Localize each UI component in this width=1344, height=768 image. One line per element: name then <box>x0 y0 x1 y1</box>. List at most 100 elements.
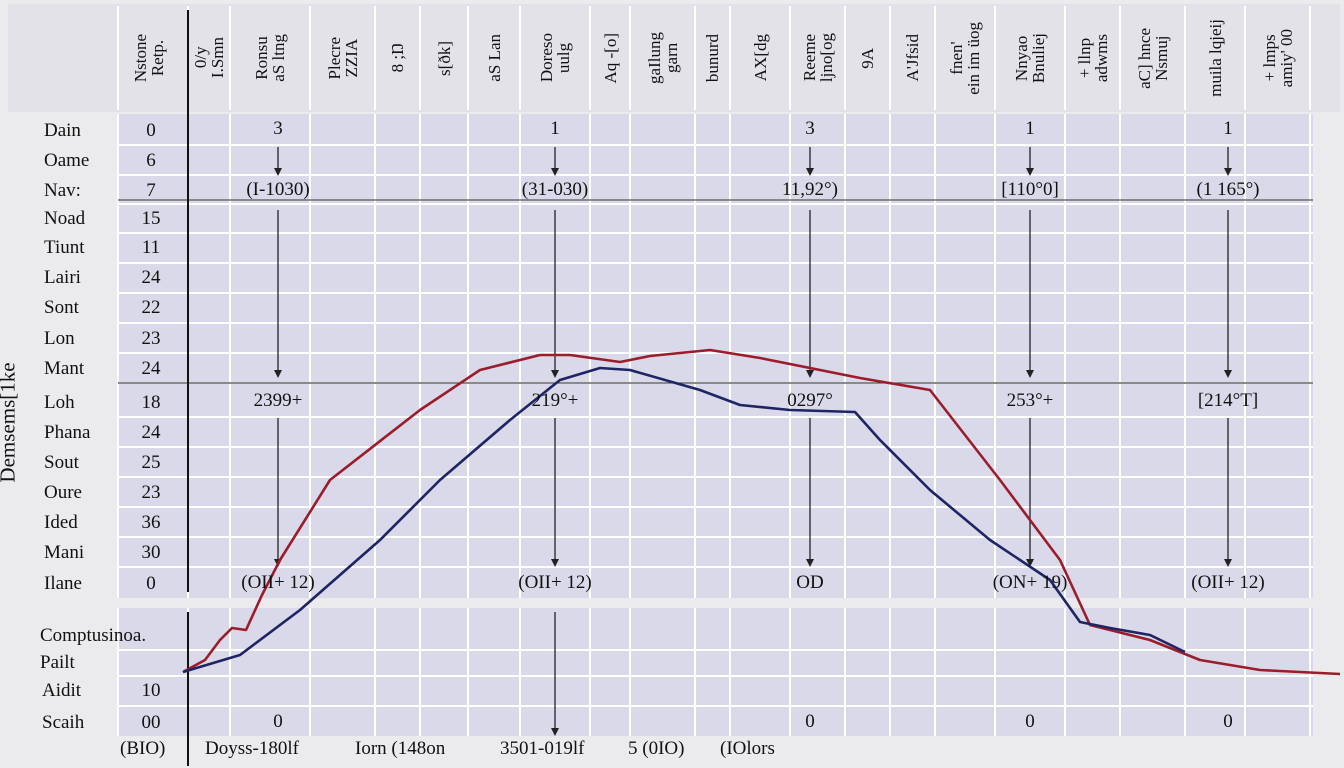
row-value: 10 <box>141 680 161 701</box>
row-label: Sout <box>44 452 79 473</box>
annotation-mid: 11,92°) <box>782 179 838 200</box>
column-header: Aq -[o] <box>590 6 630 110</box>
annotation-zero: 0 <box>805 711 815 732</box>
column-header: s[ðk] <box>420 6 468 110</box>
column-header-text: A'Jfsid <box>903 34 922 82</box>
x-tick-label: Iorn (148on <box>355 738 446 759</box>
row-label: Scaih <box>42 712 85 733</box>
column-header: Nnyao Bnuliej <box>995 6 1065 110</box>
arrow-head <box>806 168 814 176</box>
arrow-head <box>1026 370 1034 378</box>
arrow-head <box>551 168 559 176</box>
annotation-top: 1 <box>550 118 560 139</box>
column-header-text: Reeme ljno[og <box>799 33 836 83</box>
row-label: Mant <box>44 358 85 379</box>
column-header-text: Aq -[o] <box>600 32 620 84</box>
row-value: 0 <box>146 120 156 141</box>
row-label: Dain <box>44 120 81 141</box>
arrow-head <box>274 370 282 378</box>
column-header: aC] hnce Nsmuj <box>1120 6 1185 110</box>
column-header-text: s[ðk] <box>434 40 454 76</box>
column-header-text: aS Lan <box>484 34 504 82</box>
annotation-zero: 0 <box>1223 711 1233 732</box>
row-value: 7 <box>146 180 156 201</box>
column-header-text: bunurd <box>703 33 722 83</box>
arrow-head <box>551 559 559 567</box>
arrow-head <box>806 559 814 567</box>
y-axis-label: Demsems[1ke <box>0 362 20 483</box>
column-header: A'Jfsid <box>890 6 935 110</box>
row-value: 24 <box>141 358 161 379</box>
row-label: Oure <box>44 482 82 503</box>
row-label: Tiunt <box>44 237 85 258</box>
column-header-text: + llnp adwms <box>1074 33 1111 83</box>
column-header: 9A <box>845 6 890 110</box>
annotation-top: 1 <box>1025 118 1035 139</box>
row-value: 36 <box>141 512 161 533</box>
column-header: fnen' ein im üog <box>935 6 995 110</box>
x-tick-label: (BIO) <box>120 738 166 759</box>
arrow-head <box>1224 370 1232 378</box>
series-line-blue <box>182 366 1186 674</box>
column-header-text: Ronsu aS ltng <box>252 34 288 82</box>
column-header-text: 0/y I.Smn <box>191 37 227 79</box>
column-header: muila lqjeij <box>1185 6 1245 110</box>
column-header-text: aC] hnce Nsmuj <box>1134 27 1171 89</box>
row-value: 00 <box>141 712 161 733</box>
arrow-head <box>551 728 559 736</box>
annotation-mid: (1 165°) <box>1196 179 1260 200</box>
series-line-red <box>182 348 1341 676</box>
column-header: AX[dg <box>730 6 790 110</box>
row-label: Sont <box>44 297 79 318</box>
column-header: Plecre ZZIA <box>310 6 375 110</box>
column-header-text: Nstone Retp. <box>131 33 167 83</box>
annotation-zero: 0 <box>1025 711 1035 732</box>
row-value: 22 <box>141 297 161 318</box>
column-header: 0/y I.Smn <box>188 6 230 110</box>
column-header-text: Nnyao Bnuliej <box>1012 32 1048 84</box>
column-header-text: gaIlung garn <box>644 32 681 84</box>
row-label: Comptusinoa. <box>40 625 147 646</box>
column-header: gaIlung garn <box>630 6 695 110</box>
x-tick-label: 5 (0IO) <box>628 738 685 759</box>
annotation-bottom: (ON+ 19) <box>992 572 1068 593</box>
annotation-low: 253°+ <box>1006 390 1054 411</box>
column-header: aS Lan <box>468 6 520 110</box>
annotation-top: 3 <box>273 118 283 139</box>
column-header: Ronsu aS ltng <box>230 6 310 110</box>
annotation-top: 3 <box>805 118 815 139</box>
row-value: 30 <box>141 542 161 563</box>
row-label: Lon <box>44 328 75 349</box>
arrow-head <box>274 168 282 176</box>
column-header: + llnp adwms <box>1065 6 1120 110</box>
column-header-text: muila lqjeij <box>1205 19 1225 97</box>
x-tick-label: 3501-019lf <box>500 738 585 759</box>
arrow-head <box>806 370 814 378</box>
annotation-bottom: OD <box>796 572 824 593</box>
row-value: 24 <box>141 267 161 288</box>
row-label: Lairi <box>44 267 81 288</box>
row-label: Noad <box>44 208 86 229</box>
annotation-top: 1 <box>1223 118 1233 139</box>
arrow-head <box>1224 559 1232 567</box>
row-label: Pailt <box>40 652 75 673</box>
annotation-bottom: (OII+ 12) <box>518 572 592 593</box>
annotation-low: 0297° <box>787 390 833 411</box>
annotation-zero: 0 <box>273 711 283 732</box>
annotation-low: [214°T] <box>1197 390 1259 411</box>
column-header: 8 ;Ŋ <box>375 6 420 110</box>
column-header-text: Doreso uulg <box>537 33 573 83</box>
column-header: Doreso uulg <box>520 6 590 110</box>
upper-panel <box>118 114 1313 598</box>
arrow-head <box>1224 168 1232 176</box>
row-value: 23 <box>141 328 161 349</box>
arrow-head <box>1026 168 1034 176</box>
row-value: 24 <box>141 422 161 443</box>
column-header-text: 9A <box>858 47 877 69</box>
row-value: 15 <box>141 208 161 229</box>
row-label: Aidit <box>42 680 82 701</box>
x-tick-label: Doyss-180lf <box>205 738 299 759</box>
column-header-text: AX[dg <box>750 34 770 82</box>
annotation-low: 2399+ <box>253 390 303 411</box>
